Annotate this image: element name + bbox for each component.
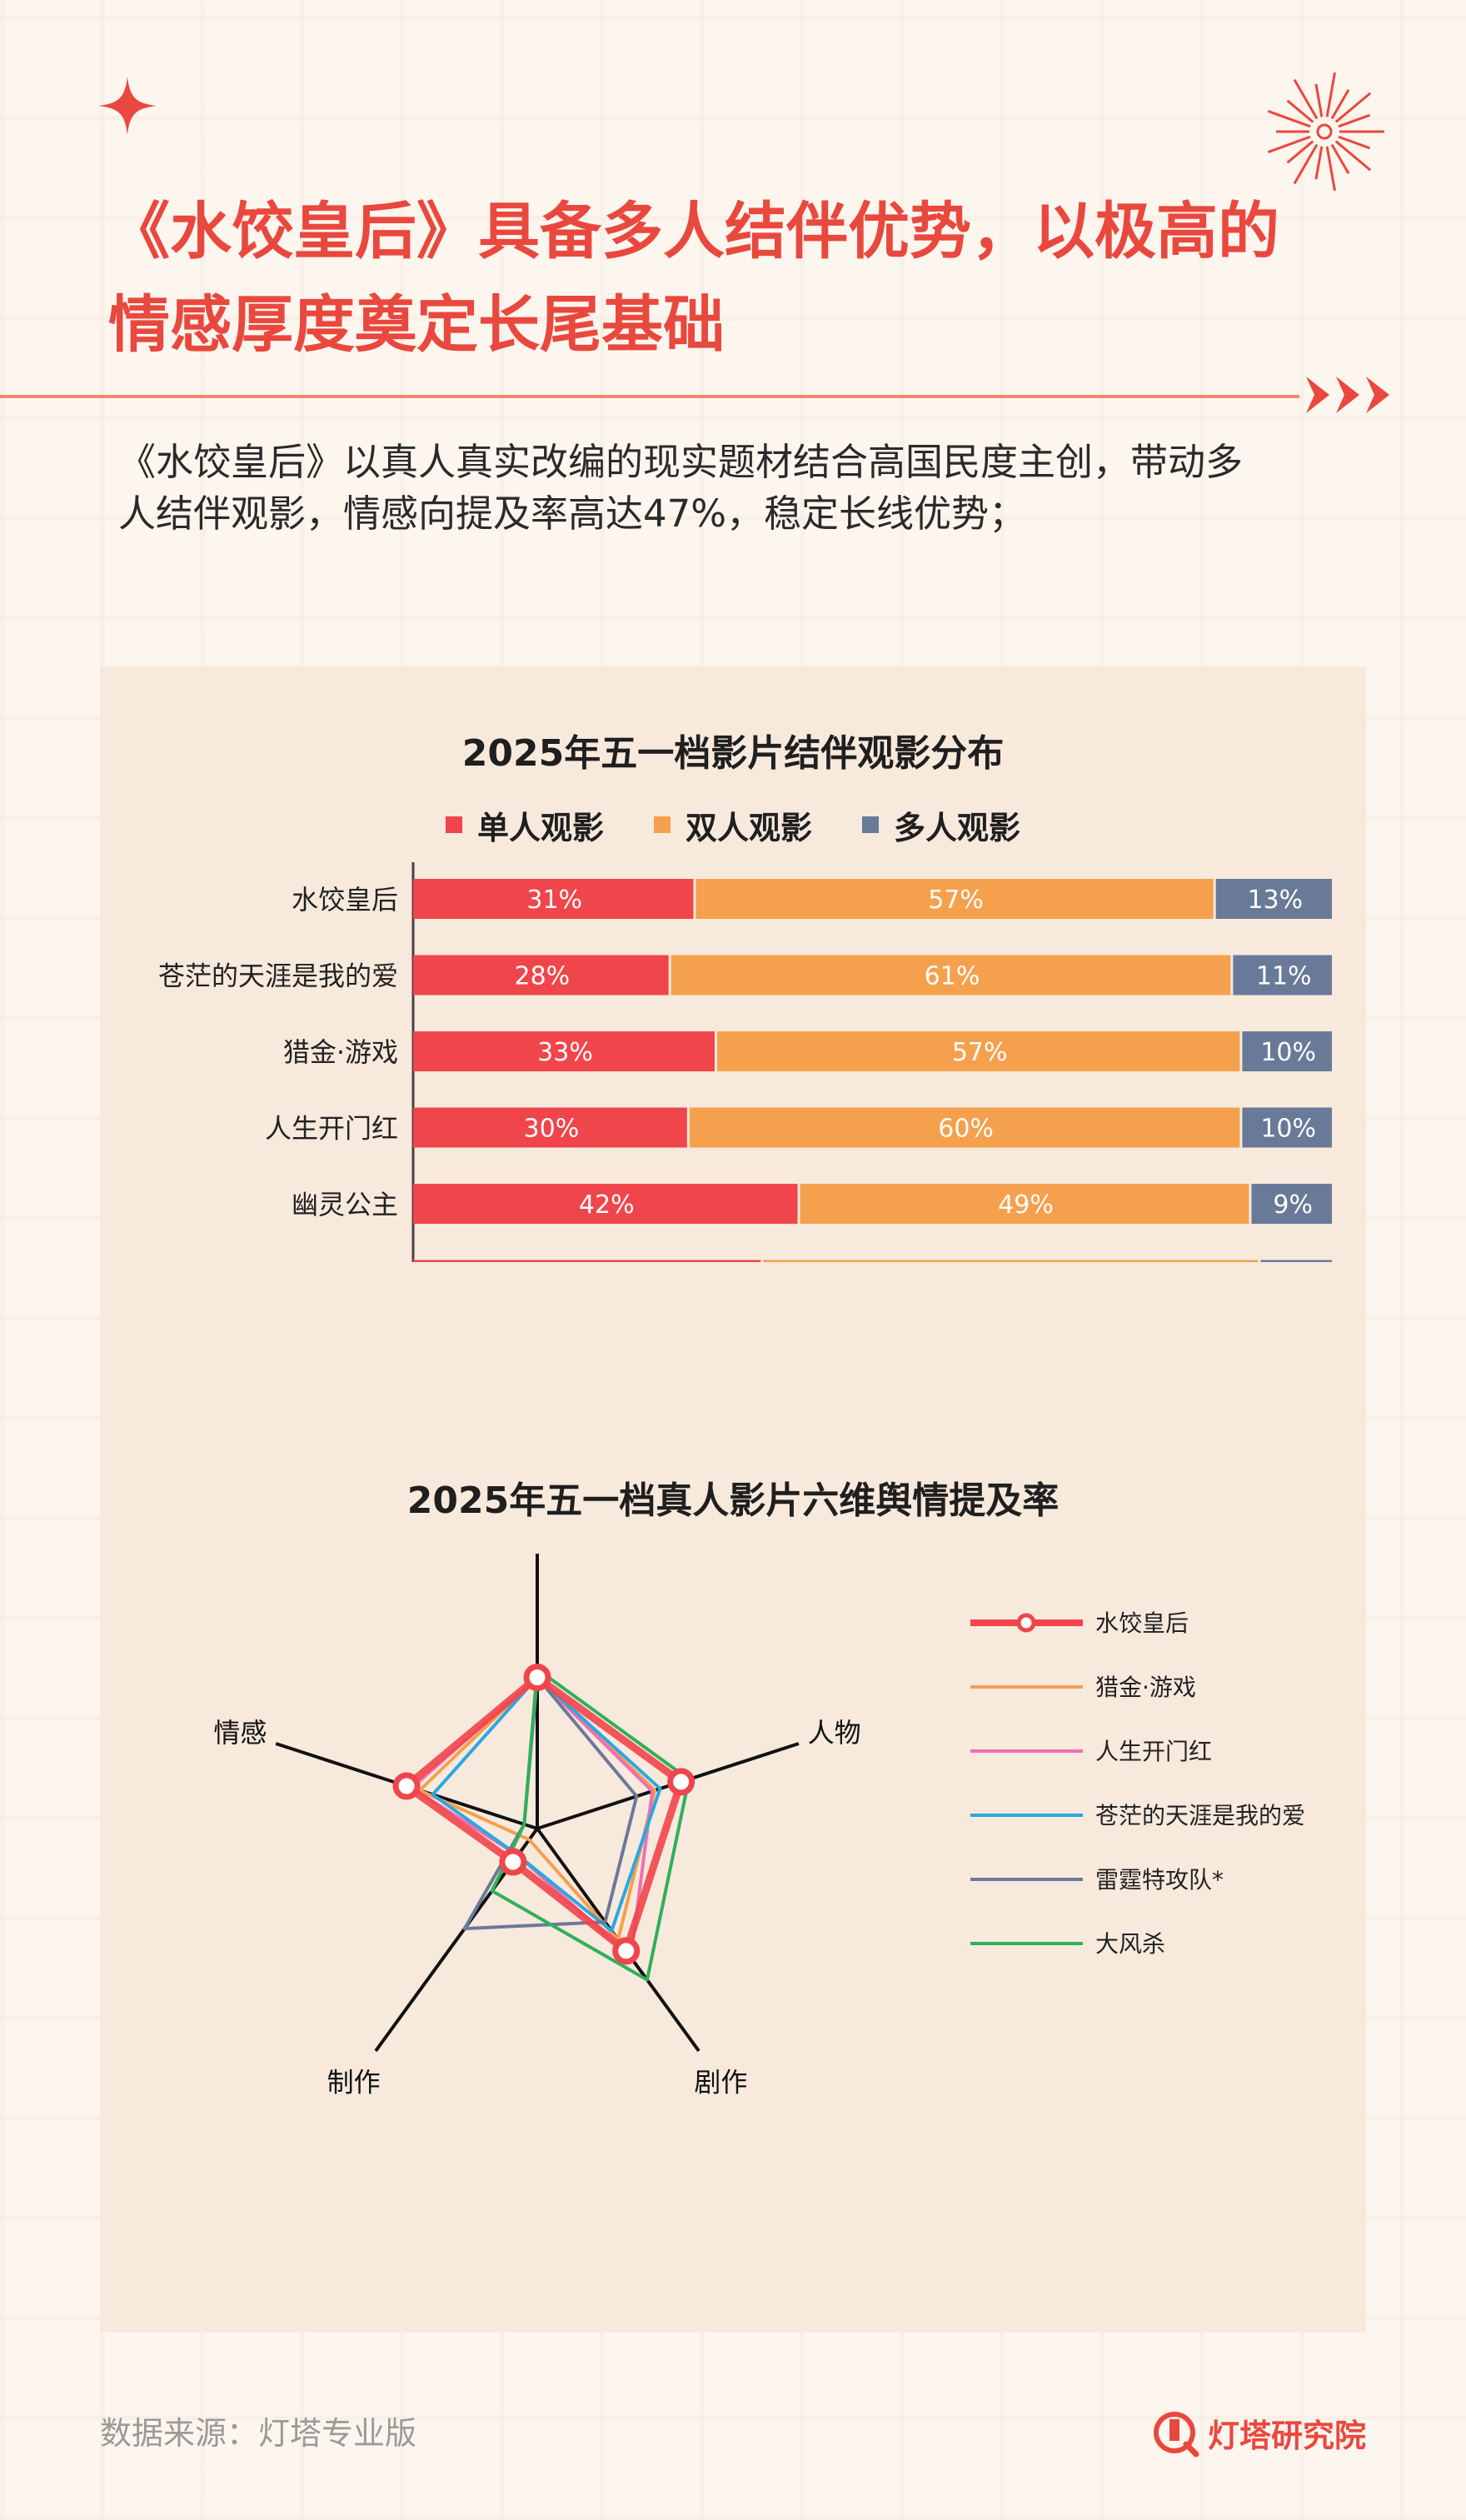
- chart-panel: 2025年五一档影片结伴观影分布 单人观影 双人观影 多人观影 水饺皇后 31% 5…: [100, 666, 1366, 2333]
- legend-swatch-single: [445, 816, 462, 833]
- legend-item-double: 双人观影: [653, 800, 812, 850]
- legend-swatch-multi: [862, 816, 879, 833]
- bar-data-label: 49%: [998, 1190, 1054, 1220]
- brand-name: 灯塔研究院: [1208, 2417, 1367, 2454]
- radar-series-line: [431, 1675, 662, 1933]
- bar-segment: [1242, 1031, 1332, 1071]
- bar-chart-legend: 单人观影 双人观影 多人观影: [100, 800, 1366, 850]
- radar-axis: [536, 1742, 800, 1830]
- bar-category-label: 苍茫的天涯是我的爱: [158, 961, 398, 992]
- bar-data-label: 10%: [1260, 1038, 1316, 1067]
- bar-segment: [413, 879, 694, 919]
- radar-chart: 整体人物剧作制作情感水饺皇后猎金·游戏人生开门红苍茫的天涯是我的爱雷霆特攻队*大…: [213, 1554, 1305, 2098]
- bar-data-label: 30%: [524, 1115, 580, 1144]
- triple-arrow-icon: [1306, 377, 1389, 413]
- bar-data-label: 60%: [938, 1115, 994, 1144]
- description: 《水饺皇后》以真人真实改编的现实题材结合高国民度主创，带动多 人结伴观影，情感向…: [118, 437, 1368, 540]
- data-source: 数据来源：灯塔专业版: [100, 2415, 417, 2452]
- legend-item-single: 单人观影: [445, 800, 604, 850]
- bar-category-label: 猎金·游戏: [283, 1036, 398, 1068]
- bar-data-label: 57%: [952, 1038, 1008, 1067]
- bar-segment: [763, 1260, 1259, 1262]
- bar-data-label: 13%: [1247, 886, 1303, 915]
- description-line-2: 人结伴观影，情感向提及率高达47%，稳定长线优势；: [118, 492, 1027, 536]
- legend-label-multi: 多人观影: [894, 809, 1021, 846]
- radar-series-line: [490, 1667, 691, 1982]
- bar-data-label: 57%: [928, 886, 984, 915]
- legend-label-double: 双人观影: [685, 809, 812, 846]
- bar-segment: [1215, 879, 1332, 919]
- radar-legend-label: 雷霆特攻队*: [1095, 1866, 1224, 1894]
- legend-swatch-double: [653, 816, 671, 833]
- bar-data-label: 61%: [925, 962, 980, 991]
- radar-legend-marker: [1016, 1613, 1036, 1633]
- radar-axis-label: 人物: [808, 1717, 861, 1749]
- bar-segment: [413, 1184, 798, 1224]
- description-line-1: 《水饺皇后》以真人真实改编的现实题材结合高国民度主创，带动多: [118, 440, 1244, 484]
- radar-legend-label: 水饺皇后: [1095, 1609, 1189, 1637]
- bar-data-label: 31%: [526, 886, 582, 915]
- radar-axis-label: 剧作: [694, 2066, 747, 2098]
- radar-legend-label: 大风杀: [1095, 1930, 1165, 1958]
- bar-segment: [716, 1031, 1240, 1071]
- radar-series-line: [417, 1675, 657, 1942]
- radar-point: [612, 1937, 641, 1965]
- bar-segment: [413, 1107, 687, 1148]
- radar-legend-label: 人生开门红: [1095, 1738, 1212, 1765]
- radar-legend-label: 猎金·游戏: [1095, 1674, 1196, 1701]
- bar-data-label: 28%: [514, 962, 570, 991]
- bar-data-label: 10%: [1260, 1115, 1316, 1144]
- bar-segment: [671, 955, 1231, 996]
- firework-icon: [1267, 72, 1384, 192]
- sparkle-icon: [98, 77, 157, 135]
- radar-axis-label: 制作: [327, 2066, 381, 2098]
- bar-category-label: 幽灵公主: [292, 1189, 398, 1220]
- bar-data-label: 42%: [579, 1190, 635, 1220]
- radar-point: [499, 1848, 527, 1876]
- bar-chart-title: 2025年五一档影片结伴观影分布: [461, 732, 1005, 775]
- bar-segment: [689, 1107, 1240, 1148]
- radar-point: [523, 1664, 551, 1691]
- bar-segment: [1233, 955, 1332, 996]
- radar-point: [392, 1772, 421, 1800]
- radar-point: [667, 1768, 696, 1796]
- legend-item-multi: 多人观影: [862, 800, 1020, 850]
- bar-segment: [696, 879, 1214, 919]
- bar-category-label: 水饺皇后: [292, 884, 398, 916]
- bar-data-label: 11%: [1256, 962, 1312, 991]
- divider-line: [0, 395, 1299, 398]
- bar-category-label: 人生开门红: [265, 1113, 398, 1145]
- radar-chart-title: 2025年五一档真人影片六维舆情提及率: [406, 1480, 1060, 1522]
- brand-logo: 灯塔研究院: [1149, 2408, 1366, 2458]
- legend-label-single: 单人观影: [476, 809, 604, 846]
- title-line-2: 情感厚度奠定长尾基础: [108, 289, 725, 361]
- bar-segment: [413, 1031, 715, 1071]
- bar-segment: [1242, 1107, 1332, 1148]
- bar-data-label: 33%: [537, 1038, 593, 1067]
- bar-segment: [1251, 1184, 1332, 1224]
- radar-axis-label: 情感: [213, 1717, 267, 1749]
- stacked-bar-chart: 水饺皇后 31% 57% 13% 苍茫的天涯是我的爱 28% 61% 11% 猎金·游戏 33% 5…: [158, 862, 1332, 1262]
- bar-segment: [1260, 1260, 1332, 1262]
- bar-segment: [413, 1260, 761, 1262]
- title-line-1: 《水饺皇后》具备多人结伴优势，以极高的: [108, 196, 1279, 267]
- bar-data-label: 9%: [1273, 1190, 1313, 1220]
- radar-series-line: [402, 1674, 686, 1955]
- bar-segment: [800, 1184, 1249, 1224]
- page-title: 《水饺皇后》具备多人结伴优势，以极高的 情感厚度奠定长尾基础: [108, 185, 1358, 372]
- bar-segment: [413, 955, 669, 996]
- lighthouse-logo-icon: [1154, 2412, 1199, 2458]
- radar-legend-label: 苍茫的天涯是我的爱: [1095, 1802, 1305, 1829]
